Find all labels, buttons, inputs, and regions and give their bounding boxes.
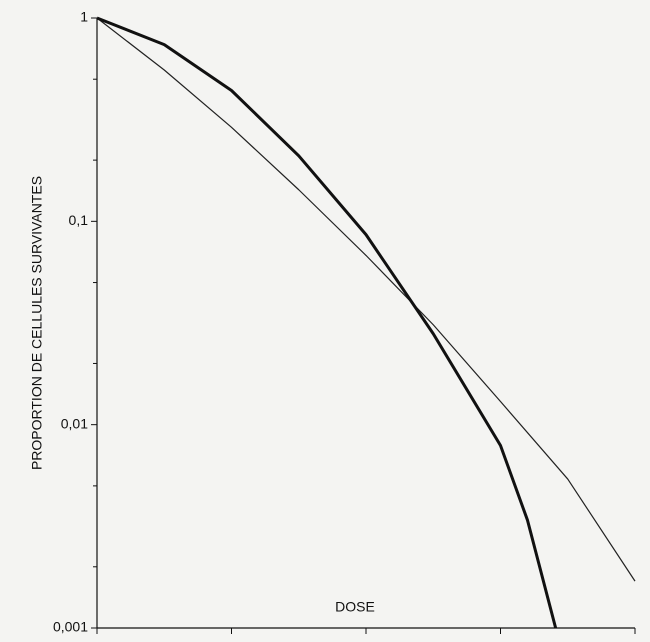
y-tick-label: 0,001 xyxy=(53,619,88,635)
survival-curve xyxy=(96,16,558,629)
y-tick-label: 0,1 xyxy=(69,212,89,228)
y-tick-label: 0,01 xyxy=(61,415,88,431)
x-axis-label: DOSE xyxy=(335,599,375,615)
survival-curve xyxy=(96,17,636,582)
y-tick-label: 1 xyxy=(80,9,88,25)
y-axis-label: PROPORTION DE CELLULES SURVIVANTES xyxy=(29,176,45,470)
